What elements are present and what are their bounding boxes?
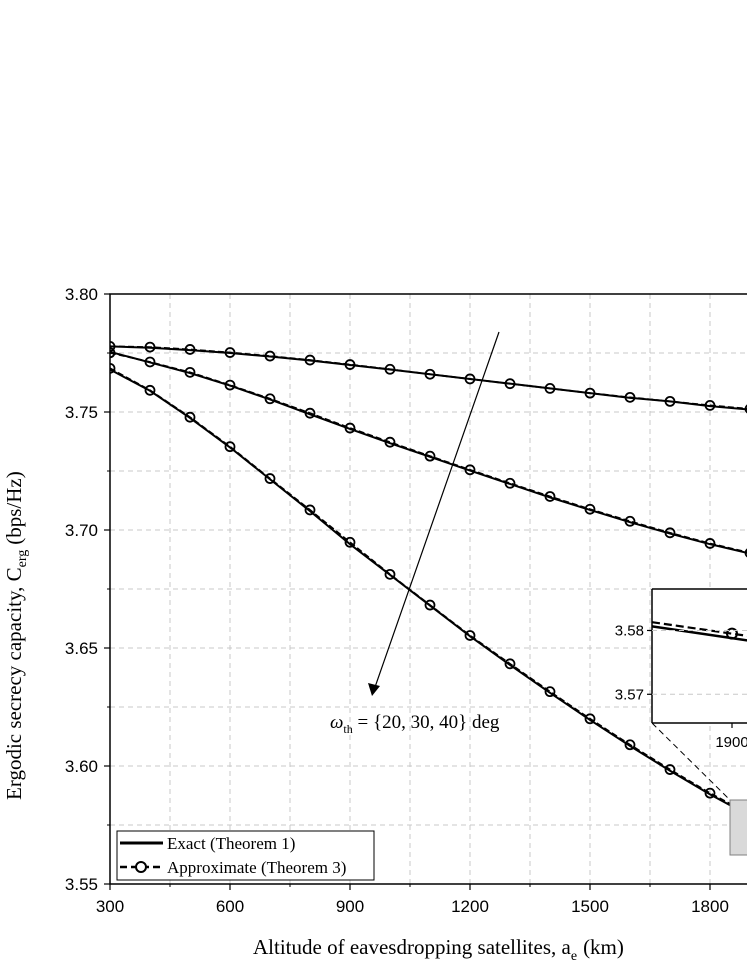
plot-series bbox=[110, 340, 747, 819]
x-tick-label: 1500 bbox=[571, 897, 609, 916]
series-approx-point-2 bbox=[110, 362, 116, 374]
legend-box bbox=[116, 830, 375, 881]
legend: Exact (Theorem 1) Approximate (Theorem 3… bbox=[116, 830, 375, 881]
annotation-text: ωth = {20, 30, 40} deg bbox=[330, 712, 500, 736]
series-approx-point-2 bbox=[264, 473, 276, 484]
series-approx-point-1 bbox=[110, 347, 116, 359]
series-approx-point-2 bbox=[144, 384, 156, 396]
series-approx-point-2 bbox=[304, 504, 316, 516]
series-approx-point-1 bbox=[304, 407, 316, 419]
series-approx-line-1 bbox=[110, 351, 747, 554]
series-approx-point-1 bbox=[224, 379, 236, 391]
inset-series bbox=[652, 621, 747, 642]
legend-approx-marker bbox=[135, 861, 147, 873]
series-approx-point-2 bbox=[384, 568, 396, 580]
y-tick-label: 3.70 bbox=[65, 521, 98, 540]
zoom-leader-line bbox=[651, 722, 731, 801]
zoom-region bbox=[729, 799, 747, 856]
x-tick-label: 300 bbox=[96, 897, 124, 916]
y-tick-label: 3.60 bbox=[65, 757, 98, 776]
series-approx-point-0 bbox=[424, 368, 436, 380]
series-approx-point-0 bbox=[184, 344, 196, 355]
series-approx-point-2 bbox=[184, 411, 196, 423]
inset-exact-line bbox=[652, 625, 747, 642]
inset-ticks: 3.57 3.58 1900 bbox=[615, 622, 747, 751]
series-approx-point-0 bbox=[224, 347, 236, 358]
series-approx-line-2 bbox=[110, 367, 747, 814]
series-approx-point-2 bbox=[544, 686, 556, 698]
series-approx-point-2 bbox=[704, 787, 716, 799]
series-approx-point-1 bbox=[384, 436, 396, 448]
series-approx-point-1 bbox=[184, 366, 196, 378]
series-approx-point-0 bbox=[544, 382, 556, 394]
series-approx-point-2 bbox=[624, 739, 636, 751]
inset-y-tick-label: 3.58 bbox=[615, 622, 644, 639]
y-tick-label: 3.55 bbox=[65, 875, 98, 894]
series-approx-point-0 bbox=[744, 404, 747, 414]
y-tick-label: 3.80 bbox=[65, 285, 98, 304]
annotation-arrow bbox=[373, 331, 500, 691]
annotation-arrowhead bbox=[368, 683, 380, 696]
x-tick-label: 1800 bbox=[691, 897, 729, 916]
series-approx-point-1 bbox=[504, 477, 516, 489]
grid-lines bbox=[110, 294, 747, 884]
series-approx-point-2 bbox=[344, 536, 356, 548]
inset-y-tick-label: 3.57 bbox=[615, 686, 644, 703]
series-approx-point-0 bbox=[384, 363, 396, 375]
series-approx-point-0 bbox=[664, 395, 676, 407]
series-approx-point-1 bbox=[584, 503, 596, 515]
series-approx-point-0 bbox=[504, 378, 516, 390]
series-approx-point-0 bbox=[584, 387, 596, 399]
axis-ticks: 300 600 900 1200 1500 1800 3.55 3.60 3.65 3.70 3.7… bbox=[65, 285, 729, 916]
series-approx-point-1 bbox=[264, 393, 276, 405]
series-approx-point-0 bbox=[624, 391, 636, 403]
series-approx-point-2 bbox=[584, 713, 596, 725]
series-approx-point-0 bbox=[144, 341, 156, 353]
series-approx-point-0 bbox=[464, 373, 476, 385]
inset-approx-line bbox=[652, 621, 747, 637]
series-approx-point-2 bbox=[464, 630, 476, 641]
series-approx-point-1 bbox=[344, 422, 356, 434]
series-approx-point-2 bbox=[504, 658, 516, 670]
series-approx-point-2 bbox=[664, 764, 676, 775]
series-approx-point-0 bbox=[704, 399, 716, 411]
x-tick-label: 600 bbox=[216, 897, 244, 916]
series-approx-point-2 bbox=[424, 599, 436, 611]
series-approx-point-1 bbox=[664, 527, 676, 539]
series-approx-point-0 bbox=[304, 354, 316, 366]
series-approx-line-0 bbox=[110, 345, 747, 410]
inset-background bbox=[652, 589, 747, 723]
series-approx-point-1 bbox=[704, 538, 716, 549]
legend-exact-label: Exact (Theorem 1) bbox=[167, 834, 295, 853]
x-tick-label: 900 bbox=[336, 897, 364, 916]
series-approx-point-2 bbox=[224, 441, 236, 453]
series-approx-point-0 bbox=[264, 350, 276, 362]
inset-approx-point bbox=[726, 627, 738, 640]
y-axis-label: Ergodic secrecy capacity, Cerg(bps/Hz) bbox=[2, 471, 30, 800]
series-approx-point-1 bbox=[464, 464, 476, 476]
inset-chart: 3.57 3.58 1900 bbox=[615, 588, 747, 751]
series-approx-point-1 bbox=[424, 450, 436, 462]
series-approx-point-1 bbox=[544, 491, 556, 502]
series-approx-point-0 bbox=[344, 359, 356, 370]
inset-x-tick-label: 1900 bbox=[715, 734, 747, 751]
x-tick-label: 1200 bbox=[451, 897, 489, 916]
legend-approx-label: Approximate (Theorem 3) bbox=[167, 858, 346, 877]
x-axis-label: Altitude of eavesdropping satellites, ae… bbox=[253, 935, 624, 964]
series-approx-point-1 bbox=[144, 356, 156, 368]
series-approx-point-1 bbox=[744, 548, 747, 558]
series-approx-point-0 bbox=[110, 340, 116, 352]
series-approx-point-1 bbox=[624, 515, 636, 527]
y-tick-label: 3.65 bbox=[65, 639, 98, 658]
y-tick-label: 3.75 bbox=[65, 403, 98, 422]
